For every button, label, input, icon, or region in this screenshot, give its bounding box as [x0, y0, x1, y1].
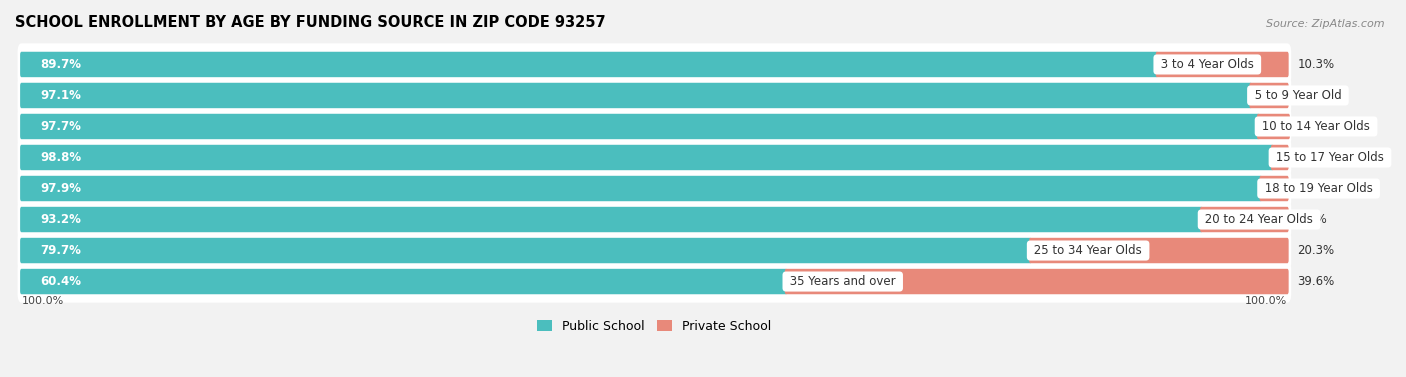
Text: 100.0%: 100.0% [21, 296, 63, 306]
FancyBboxPatch shape [17, 106, 1291, 147]
Text: 1.2%: 1.2% [1298, 151, 1327, 164]
Text: 2.4%: 2.4% [1299, 120, 1329, 133]
Text: 5 to 9 Year Old: 5 to 9 Year Old [1251, 89, 1346, 102]
FancyBboxPatch shape [1271, 145, 1289, 170]
Text: 2.1%: 2.1% [1298, 182, 1327, 195]
Text: 10 to 14 Year Olds: 10 to 14 Year Olds [1258, 120, 1374, 133]
Text: 89.7%: 89.7% [41, 58, 82, 71]
FancyBboxPatch shape [20, 238, 1032, 263]
Legend: Public School, Private School: Public School, Private School [533, 316, 775, 337]
Text: 18 to 19 Year Olds: 18 to 19 Year Olds [1261, 182, 1376, 195]
Text: 79.7%: 79.7% [41, 244, 82, 257]
FancyBboxPatch shape [17, 74, 1291, 116]
FancyBboxPatch shape [1260, 176, 1289, 201]
FancyBboxPatch shape [20, 145, 1274, 170]
FancyBboxPatch shape [20, 52, 1159, 77]
Text: 97.1%: 97.1% [41, 89, 82, 102]
Text: 2.9%: 2.9% [1298, 89, 1327, 102]
Text: 6.8%: 6.8% [1298, 213, 1327, 226]
FancyBboxPatch shape [785, 269, 1289, 294]
FancyBboxPatch shape [20, 269, 787, 294]
FancyBboxPatch shape [17, 261, 1291, 303]
Text: 60.4%: 60.4% [41, 275, 82, 288]
FancyBboxPatch shape [20, 114, 1260, 139]
Text: 97.9%: 97.9% [41, 182, 82, 195]
FancyBboxPatch shape [17, 43, 1291, 86]
Text: 20 to 24 Year Olds: 20 to 24 Year Olds [1201, 213, 1317, 226]
Text: 93.2%: 93.2% [41, 213, 82, 226]
FancyBboxPatch shape [17, 230, 1291, 271]
FancyBboxPatch shape [17, 136, 1291, 179]
Text: 98.8%: 98.8% [41, 151, 82, 164]
FancyBboxPatch shape [17, 198, 1291, 241]
FancyBboxPatch shape [20, 83, 1251, 108]
FancyBboxPatch shape [1257, 114, 1289, 139]
Text: 97.7%: 97.7% [41, 120, 82, 133]
Text: 100.0%: 100.0% [1246, 296, 1288, 306]
FancyBboxPatch shape [1250, 83, 1289, 108]
Text: 25 to 34 Year Olds: 25 to 34 Year Olds [1031, 244, 1146, 257]
FancyBboxPatch shape [17, 167, 1291, 210]
Text: 15 to 17 Year Olds: 15 to 17 Year Olds [1272, 151, 1388, 164]
Text: 35 Years and over: 35 Years and over [786, 275, 900, 288]
FancyBboxPatch shape [1199, 207, 1289, 232]
FancyBboxPatch shape [1156, 52, 1289, 77]
FancyBboxPatch shape [20, 176, 1263, 201]
Text: 10.3%: 10.3% [1298, 58, 1334, 71]
Text: 3 to 4 Year Olds: 3 to 4 Year Olds [1157, 58, 1257, 71]
Text: SCHOOL ENROLLMENT BY AGE BY FUNDING SOURCE IN ZIP CODE 93257: SCHOOL ENROLLMENT BY AGE BY FUNDING SOUR… [15, 15, 606, 30]
FancyBboxPatch shape [20, 207, 1202, 232]
FancyBboxPatch shape [1029, 238, 1289, 263]
Text: Source: ZipAtlas.com: Source: ZipAtlas.com [1267, 19, 1385, 29]
Text: 39.6%: 39.6% [1298, 275, 1334, 288]
Text: 20.3%: 20.3% [1298, 244, 1334, 257]
